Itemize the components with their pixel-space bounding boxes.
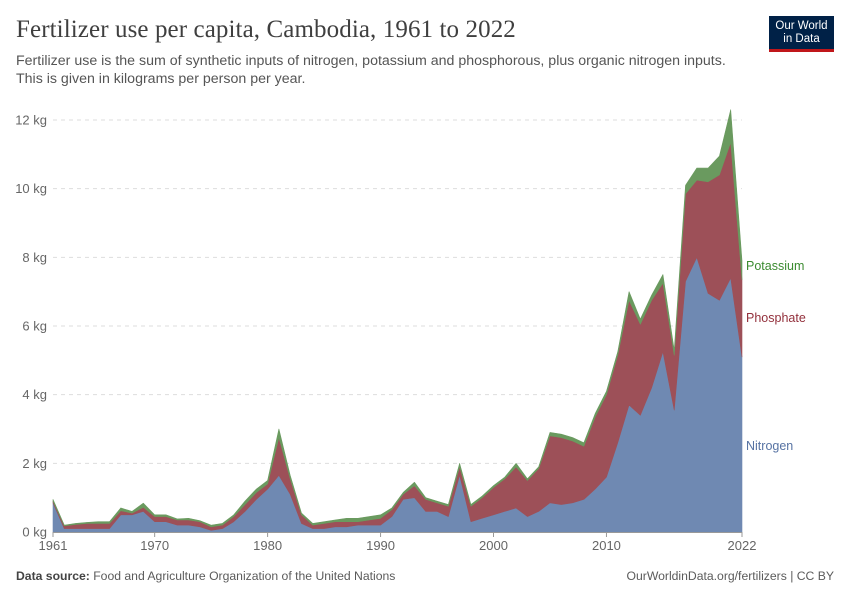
grid-lines — [53, 119, 742, 464]
x-tick-label: 1961 — [39, 538, 68, 553]
y-axis-ticks: 0 kg 2 kg 4 kg 6 kg 8 kg 10 kg 12 kg — [15, 113, 47, 540]
x-tick-label: 1990 — [366, 538, 395, 553]
chart-subtitle: Fertilizer use is the sum of synthetic i… — [16, 53, 726, 87]
y-tick-label: 10 kg — [15, 181, 47, 196]
data-source: Data source: Food and Agriculture Organi… — [16, 569, 395, 583]
y-tick-label: 12 kg — [15, 113, 47, 128]
y-tick-label: 2 kg — [22, 456, 47, 471]
chart-title: Fertilizer use per capita, Cambodia, 196… — [16, 16, 516, 43]
y-tick-label: 4 kg — [22, 387, 47, 402]
x-tick-label: 2000 — [479, 538, 508, 553]
x-axis: 1961 1970 1980 1990 2000 2010 2022 — [39, 532, 757, 553]
footer-link[interactable]: OurWorldinData.org/fertilizers | CC BY — [626, 569, 834, 583]
owid-logo[interactable]: Our World in Data — [769, 16, 834, 52]
y-tick-label: 6 kg — [22, 319, 47, 334]
y-tick-label: 8 kg — [22, 250, 47, 265]
x-tick-label: 1970 — [140, 538, 169, 553]
series-label-potassium[interactable]: Potassium — [746, 259, 804, 273]
logo-line-1: Our World — [775, 20, 828, 32]
source-text: Food and Agriculture Organization of the… — [93, 569, 396, 583]
potassium-area[interactable] — [52, 109, 743, 528]
x-tick-label: 2010 — [592, 538, 621, 553]
stacked-areas — [52, 109, 743, 533]
series-labels: Nitrogen Phosphate Potassium — [746, 259, 806, 453]
logo-line-2: in Data — [783, 32, 820, 45]
series-label-nitrogen[interactable]: Nitrogen — [746, 439, 793, 453]
y-tick-label: 0 kg — [22, 525, 47, 540]
source-label: Data source: — [16, 569, 90, 583]
x-tick-label: 2022 — [728, 538, 757, 553]
series-label-phosphate[interactable]: Phosphate — [746, 311, 806, 325]
x-tick-label: 1980 — [253, 538, 282, 553]
